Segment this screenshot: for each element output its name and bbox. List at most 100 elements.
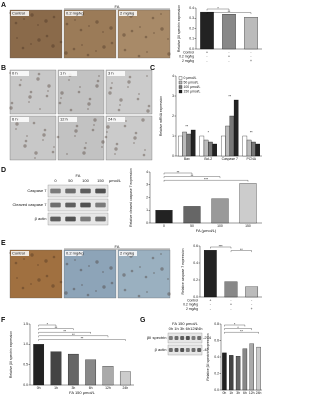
bar: [177, 135, 183, 157]
cell-texture: [9, 252, 11, 254]
cell-texture: [110, 41, 114, 45]
cell-texture: [144, 149, 146, 151]
cell-texture: [37, 72, 41, 76]
blot-row-label: β actin: [35, 216, 47, 221]
cell-texture: [151, 16, 155, 20]
lane-label: 100: [82, 178, 89, 183]
cell-texture: [18, 83, 22, 87]
image-label-bg: [119, 11, 137, 16]
treatment-label: 0.2 mg/kg: [179, 55, 194, 59]
cell-texture: [101, 146, 103, 148]
cell-texture: [106, 125, 110, 129]
image-label: Control: [12, 11, 25, 16]
cell-texture: [60, 97, 62, 99]
cell-texture: [44, 19, 48, 23]
x-tick-label: 3h: [236, 391, 240, 395]
sig-label: ***: [204, 177, 209, 181]
cell-texture: [23, 18, 25, 20]
y-axis-label: Relative βII spectrin expression: [177, 5, 181, 52]
blot-band: [50, 202, 61, 208]
sig-bracket: [230, 250, 252, 253]
bar: [246, 139, 252, 157]
bar: [212, 143, 218, 157]
micrograph: [9, 69, 57, 115]
image-label-bg: [65, 11, 83, 16]
cell-texture: [93, 118, 97, 122]
bar: [224, 281, 238, 298]
sig-bracket: [163, 172, 193, 175]
cell-texture: [153, 32, 155, 34]
cell-texture: [30, 253, 34, 257]
micrograph: [63, 249, 117, 299]
cell-texture: [146, 51, 148, 53]
cell-texture: [51, 150, 55, 154]
cell-texture: [108, 91, 112, 95]
lane-label: 0h: [169, 326, 173, 331]
cell-texture: [114, 147, 118, 151]
treatment-sign: -: [230, 307, 231, 311]
sig-bracket: [38, 335, 109, 338]
cell-texture: [123, 124, 127, 128]
cell-texture: [146, 109, 150, 113]
cell-texture: [51, 284, 55, 288]
cell-texture: [127, 80, 131, 84]
image-label-bg: [59, 71, 77, 76]
y-tick-label: 2: [146, 195, 148, 199]
cell-texture: [167, 278, 169, 280]
cell-texture: [104, 135, 108, 139]
cell-texture: [127, 86, 129, 88]
blot-band: [95, 202, 106, 208]
cell-texture: [74, 129, 78, 133]
x-tick-label: PCNA: [247, 157, 257, 161]
y-tick-label: 1.5: [23, 322, 28, 326]
cell-texture: [102, 31, 104, 33]
blot-band: [95, 188, 106, 194]
cell-texture: [86, 53, 90, 57]
blot-size: -42: [203, 347, 210, 352]
cell-texture: [60, 91, 64, 95]
cell-texture: [64, 291, 68, 295]
cell-texture: [44, 259, 48, 263]
cell-texture: [47, 90, 49, 92]
y-axis-label: Relative mRNA expression: [159, 96, 163, 136]
x-tick-label: Bax: [184, 157, 190, 161]
bar: [249, 343, 254, 391]
blot-treatment: FA 150 μmol/L: [172, 321, 198, 326]
treatment-sign: -: [251, 298, 252, 302]
sig-label: **: [185, 124, 188, 128]
image-label-bg: [11, 11, 29, 16]
cell-texture: [59, 40, 63, 44]
legend-swatch: [178, 85, 183, 89]
bar: [182, 131, 187, 157]
x-axis-label: FA 150 μmol/L: [69, 390, 95, 395]
sig-label: **: [81, 337, 84, 341]
cell-texture: [68, 79, 70, 81]
image-label: 0.2 mg/kg: [66, 11, 84, 16]
cell-texture: [51, 44, 55, 48]
sig-label: *: [234, 322, 236, 326]
y-tick-label: 3: [172, 94, 174, 98]
lane-label: 1h: [174, 326, 178, 331]
cell-texture: [146, 75, 148, 77]
cell-texture: [101, 140, 105, 144]
x-tick-label: Caspase 7: [222, 157, 238, 161]
x-tick-label: 100: [217, 224, 223, 228]
cell-texture: [37, 38, 41, 42]
cell-texture: [32, 121, 36, 125]
bar: [225, 125, 230, 157]
image-label: 24 h: [108, 117, 116, 122]
blot-row-label: Caspase 7: [27, 188, 47, 193]
cell-texture: [14, 21, 18, 25]
sig-bracket: [224, 324, 246, 327]
cell-texture: [111, 82, 113, 84]
y-tick-label: 0.5: [23, 363, 28, 367]
bar: [222, 352, 227, 391]
y-tick-label: 0.0: [23, 383, 28, 387]
cell-texture: [37, 264, 39, 266]
cell-texture: [85, 142, 87, 144]
treatment-sign: -: [250, 50, 251, 54]
cell-texture: [81, 284, 83, 286]
y-axis-label: Relative βII spectrin expression: [9, 331, 13, 378]
cell-texture: [42, 139, 44, 141]
